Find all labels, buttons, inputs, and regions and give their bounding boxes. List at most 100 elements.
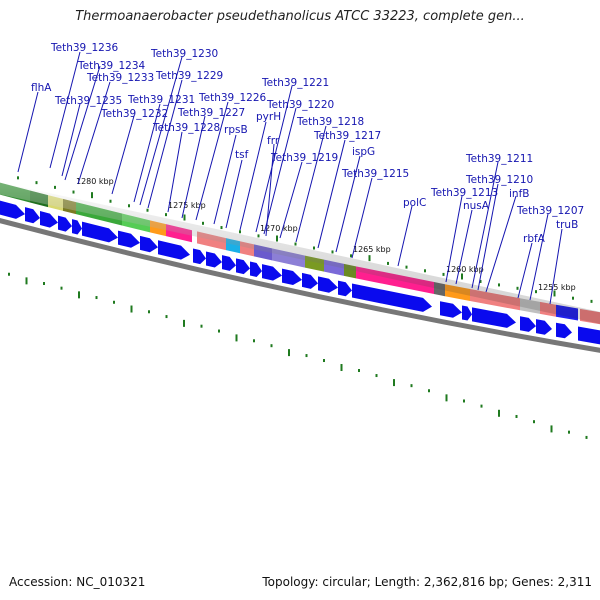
gc-tick (43, 282, 45, 286)
scale-label-1265: 1265 kbp (353, 245, 391, 254)
gene-label-teth39-1226[interactable]: Teth39_1226 (198, 92, 267, 104)
genome-stats-label: Topology: circular; Length: 2,362,816 bp… (262, 575, 592, 589)
scale-label-1255: 1255 kbp (538, 283, 576, 292)
gc-tick (130, 305, 133, 313)
gc-tick (515, 414, 518, 418)
gene-label-teth39-1228[interactable]: Teth39_1228 (152, 122, 220, 134)
gene-label-teth39-1232[interactable]: Teth39_1232 (100, 108, 168, 120)
gene-label-teth39-1235[interactable]: Teth39_1235 (54, 95, 122, 107)
gene-label-teth39-1210[interactable]: Teth39_1210 (465, 174, 533, 186)
gc-tick (148, 310, 150, 314)
gc-tick (60, 286, 63, 290)
gene-arrow (520, 316, 536, 332)
gene-label-teth39-1215[interactable]: Teth39_1215 (341, 168, 409, 180)
gene-label-teth39-1221[interactable]: Teth39_1221 (261, 77, 329, 89)
gc-tick (480, 404, 483, 408)
gc-tick (585, 435, 588, 439)
gc-tick (428, 389, 430, 393)
gene-label-polc[interactable]: polC (403, 197, 426, 209)
scale-label-1270: 1270 kbp (260, 224, 298, 233)
gc-tick (25, 277, 28, 285)
gc-tick (463, 399, 465, 403)
gene-labels: Teth39_1236 flhA Teth39_1234 Teth39_1233… (17, 42, 584, 305)
gc-tick (550, 425, 553, 433)
gene-label-rpsb[interactable]: rpsB (224, 124, 248, 136)
gene-arrow (236, 258, 250, 275)
gc-tick (375, 374, 378, 378)
map-title: Thermoanaerobacter pseudethanolicus ATCC… (75, 9, 525, 24)
gene-label-teth39-1218[interactable]: Teth39_1218 (296, 116, 364, 128)
gene-arrow (462, 305, 472, 321)
gc-tick (165, 315, 168, 319)
gc-tick (113, 300, 115, 304)
gene-arrow (250, 261, 262, 277)
gene-arrow (222, 255, 236, 271)
gc-tick (78, 291, 80, 299)
gc-tick (200, 324, 203, 328)
gene-arrow (472, 307, 516, 328)
gc-tick (218, 329, 220, 333)
gene-arrow (440, 301, 462, 318)
scale-label-1280: 1280 kbp (76, 177, 114, 186)
gene-label-flha[interactable]: flhA (31, 82, 52, 94)
gc-tick (183, 319, 185, 327)
gc-tick (358, 369, 360, 373)
gene-arrow (118, 230, 140, 248)
gene-arrow (578, 326, 600, 345)
gc-tick (288, 349, 290, 357)
gene-arrow (282, 268, 302, 285)
gc-tick (568, 430, 570, 434)
gc-tick (235, 334, 238, 342)
gene-arrow (318, 276, 338, 293)
gene-label-teth39-1231[interactable]: Teth39_1231 (127, 94, 195, 106)
gene-label-ispg[interactable]: ispG (352, 146, 375, 158)
gene-label-infb[interactable]: infB (509, 188, 529, 200)
gc-tick (340, 364, 343, 372)
gene-label-tsf[interactable]: tsf (235, 149, 249, 161)
gc-tick (323, 359, 325, 363)
gc-tick (253, 339, 255, 343)
gc-tick (8, 272, 10, 276)
gene-label-trub[interactable]: truB (556, 219, 578, 231)
gene-arrow (140, 235, 158, 253)
gc-tick (95, 296, 98, 300)
gene-track (0, 200, 600, 345)
gc-tick (305, 354, 308, 358)
gene-arrow (262, 264, 282, 281)
gene-label-teth39-1219[interactable]: Teth39_1219 (270, 152, 338, 164)
genome-backbone (0, 218, 600, 353)
gene-arrow (352, 283, 432, 312)
gene-label-teth39-1213[interactable]: Teth39_1213 (430, 187, 498, 199)
gene-label-teth39-1227[interactable]: Teth39_1227 (177, 107, 245, 119)
gene-label-frr[interactable]: frr (267, 135, 280, 147)
cog-feature-track (0, 182, 600, 325)
gene-label-nusa[interactable]: nusA (463, 200, 490, 212)
gene-label-teth39-1229[interactable]: Teth39_1229 (155, 70, 223, 82)
gene-arrow (206, 251, 222, 268)
scale-label-1275: 1275 kbp (168, 201, 206, 210)
accession-label: Accession: NC_010321 (9, 575, 146, 589)
gene-arrow (193, 248, 206, 265)
gc-tick (533, 420, 535, 424)
gene-label-rbfa[interactable]: rbfA (523, 233, 546, 245)
gc-content-track (8, 272, 588, 439)
gene-label-teth39-1234[interactable]: Teth39_1234 (77, 60, 146, 72)
gene-label-teth39-1207[interactable]: Teth39_1207 (516, 205, 584, 217)
cog-band-shade (0, 182, 600, 324)
gene-arrow (58, 215, 72, 232)
gene-label-teth39-1211[interactable]: Teth39_1211 (465, 153, 533, 165)
gene-label-teth39-1236[interactable]: Teth39_1236 (50, 42, 119, 54)
gc-tick (445, 394, 448, 402)
gene-label-pyrh[interactable]: pyrH (256, 111, 281, 123)
gene-arrow (25, 207, 40, 224)
gene-label-teth39-1220[interactable]: Teth39_1220 (266, 99, 334, 111)
gene-label-teth39-1233[interactable]: Teth39_1233 (86, 72, 154, 84)
gc-tick (410, 384, 413, 388)
gene-arrow (0, 200, 25, 219)
gene-label-teth39-1230[interactable]: Teth39_1230 (150, 48, 218, 60)
gene-label-teth39-1217[interactable]: Teth39_1217 (313, 130, 381, 142)
gc-tick (270, 344, 273, 348)
gene-arrow (40, 211, 58, 228)
gene-arrow (338, 280, 352, 297)
